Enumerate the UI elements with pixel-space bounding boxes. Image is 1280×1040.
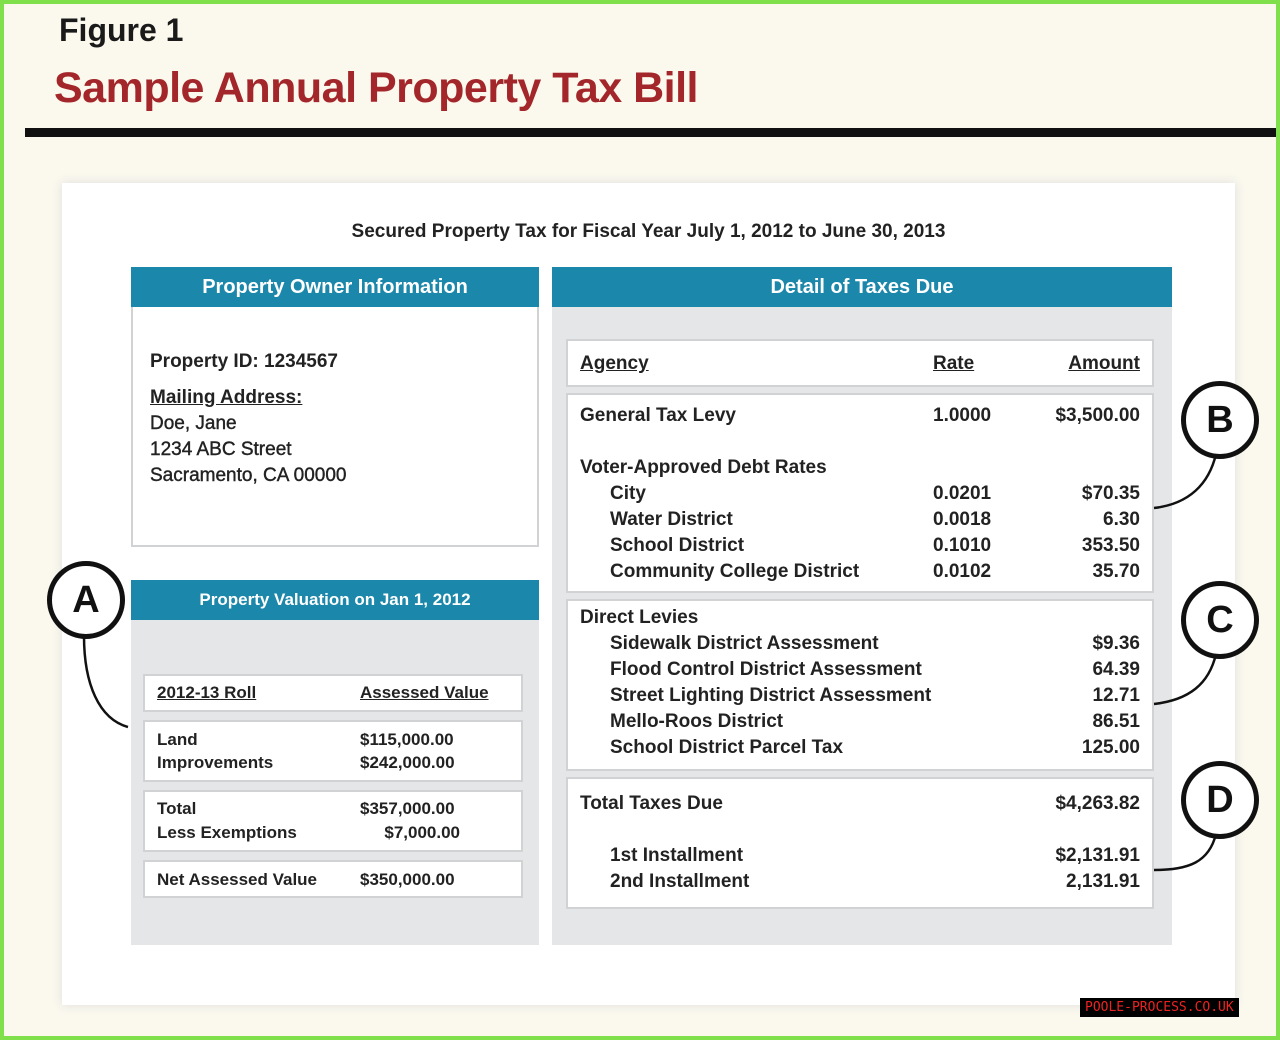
installment-label: 2nd Installment — [610, 871, 750, 892]
page-title: Sample Annual Property Tax Bill — [54, 64, 699, 112]
callout-d: D — [1181, 761, 1259, 839]
direct-row-amount: 125.00 — [1081, 737, 1140, 758]
levy-box: General Tax Levy 1.0000 $3,500.00 Voter-… — [566, 393, 1154, 593]
row-value: $357,000.00 — [360, 799, 455, 818]
tax-bill: Secured Property Tax for Fiscal Year Jul… — [62, 183, 1235, 1005]
installment-label: 1st Installment — [610, 845, 744, 866]
voter-label: Voter-Approved Debt Rates — [580, 457, 827, 478]
voter-row-label: City — [610, 483, 646, 504]
total-due-box: Total Taxes Due $4,263.82 1st Installmen… — [566, 777, 1154, 909]
col-assessed: Assessed Value — [360, 683, 489, 702]
detail-header: Detail of Taxes Due — [552, 267, 1172, 307]
land-box: Land $115,000.00 Improvements $242,000.0… — [143, 720, 523, 782]
connector-c — [1153, 653, 1218, 706]
general-levy-rate: 1.0000 — [933, 405, 992, 426]
watermark: POOLE-PROCESS.CO.UK — [1080, 998, 1239, 1017]
total-box: Total $357,000.00 Less Exemptions $7,000… — [143, 790, 523, 852]
row-label: Total — [157, 799, 197, 818]
col-amount: Amount — [1068, 353, 1140, 374]
row-value: $7,000.00 — [384, 823, 460, 842]
callout-a: A — [47, 561, 125, 639]
direct-box: Direct Levies Sidewalk District Assessme… — [566, 599, 1154, 771]
installment-amount: $2,131.91 — [1055, 845, 1140, 866]
owner-header: Property Owner Information — [131, 267, 539, 307]
direct-row-label: Flood Control District Assessment — [610, 659, 922, 680]
total-label: Total Taxes Due — [580, 793, 723, 814]
voter-row-label: School District — [610, 535, 745, 556]
voter-row-amount: 353.50 — [1081, 535, 1140, 556]
voter-row-rate: 0.1010 — [933, 535, 992, 556]
direct-row-amount: 86.51 — [1092, 711, 1140, 732]
net-box: Net Assessed Value $350,000.00 — [143, 860, 523, 898]
bill-heading: Secured Property Tax for Fiscal Year Jul… — [351, 221, 946, 242]
general-levy-label: General Tax Levy — [580, 405, 736, 426]
total-amount: $4,263.82 — [1055, 793, 1140, 814]
valuation-panel: 2012-13 Roll Assessed Value Land $115,00… — [131, 620, 539, 945]
figure-label: Figure 1 — [59, 12, 184, 48]
callout-c: C — [1181, 581, 1259, 659]
callout-b: B — [1181, 381, 1259, 459]
col-roll: 2012-13 Roll — [157, 683, 257, 702]
direct-row-label: School District Parcel Tax — [610, 737, 844, 758]
divider — [25, 128, 1276, 137]
voter-row-rate: 0.0201 — [933, 483, 992, 504]
owner-name: Doe, Jane — [150, 413, 237, 434]
direct-row-amount: 64.39 — [1092, 659, 1140, 680]
general-levy-amount: $3,500.00 — [1055, 405, 1140, 426]
mailing-label: Mailing Address: — [150, 387, 303, 408]
row-value: $242,000.00 — [360, 753, 455, 772]
detail-columns: Agency Rate Amount — [566, 339, 1154, 387]
direct-row-amount: $9.36 — [1092, 633, 1140, 654]
row-label: Improvements — [157, 753, 274, 772]
direct-row-label: Sidewalk District Assessment — [610, 633, 879, 654]
owner-street: 1234 ABC Street — [150, 439, 292, 460]
direct-row-label: Street Lighting District Assessment — [610, 685, 932, 706]
voter-row-label: Community College District — [610, 561, 860, 582]
direct-row-label: Mello-Roos District — [610, 711, 784, 732]
row-label: Less Exemptions — [157, 823, 297, 842]
connector-b — [1153, 453, 1218, 510]
valuation-header: Property Valuation on Jan 1, 2012 — [131, 580, 539, 620]
voter-row-rate: 0.0018 — [933, 509, 992, 530]
installment-amount: 2,131.91 — [1066, 871, 1140, 892]
owner-city: Sacramento, CA 00000 — [150, 465, 347, 486]
connector-a — [82, 635, 129, 729]
col-agency: Agency — [580, 353, 649, 374]
direct-row-amount: 12.71 — [1092, 685, 1140, 706]
voter-row-label: Water District — [610, 509, 733, 530]
voter-row-amount: 35.70 — [1092, 561, 1140, 582]
connector-d — [1153, 833, 1218, 872]
row-value: $350,000.00 — [360, 870, 455, 889]
property-id: Property ID: 1234567 — [150, 351, 338, 372]
detail-panel: Agency Rate Amount General Tax Levy 1.00… — [552, 307, 1172, 945]
row-label: Net Assessed Value — [157, 870, 318, 889]
row-label: Land — [157, 730, 198, 749]
voter-row-rate: 0.0102 — [933, 561, 992, 582]
owner-box: Property ID: 1234567 Mailing Address: Do… — [131, 307, 539, 547]
direct-label: Direct Levies — [580, 607, 699, 628]
row-value: $115,000.00 — [360, 730, 454, 749]
col-rate: Rate — [933, 353, 975, 374]
figure-frame: Figure 1 Sample Annual Property Tax Bill… — [4, 4, 1276, 1036]
voter-row-amount: $70.35 — [1081, 483, 1140, 504]
voter-row-amount: 6.30 — [1103, 509, 1140, 530]
callout-connectors — [82, 453, 1218, 872]
